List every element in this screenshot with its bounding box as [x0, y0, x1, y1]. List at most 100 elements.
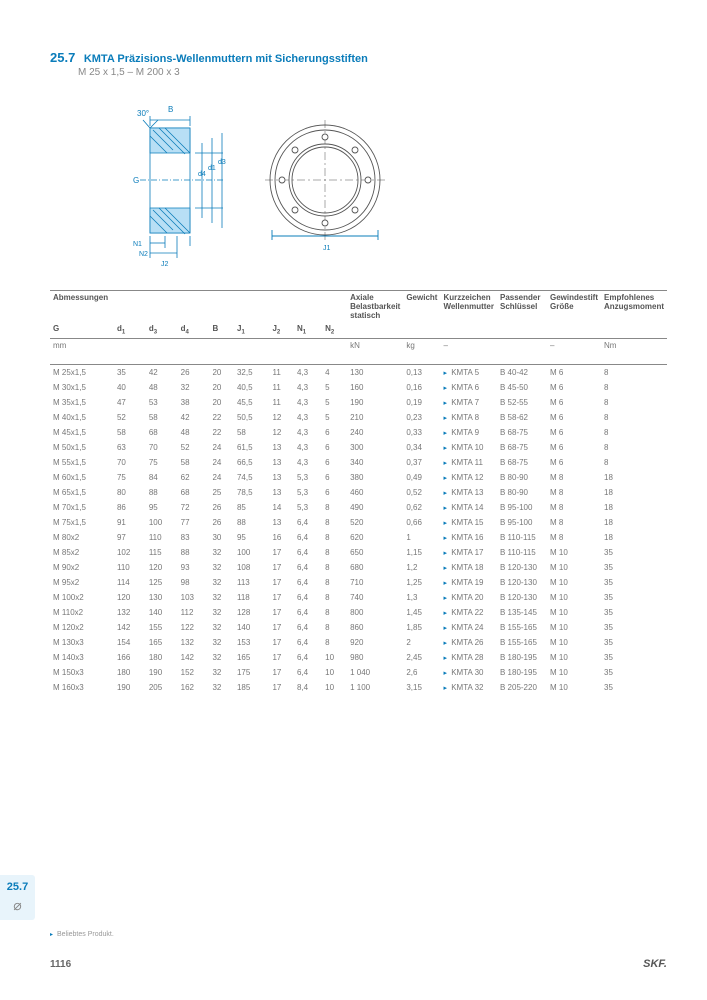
table-cell: M 10 — [547, 605, 601, 620]
table-cell: B 180-195 — [497, 650, 547, 665]
table-cell: 13 — [269, 470, 294, 485]
table-cell: 97 — [114, 530, 146, 545]
arrow-icon: ▸ — [443, 415, 447, 422]
table-cell: M 8 — [547, 515, 601, 530]
diagram-label: G — [133, 176, 139, 185]
table-cell: ▸ KMTA 14 — [440, 500, 497, 515]
diagram-area: 30° B G d4 d1 d3 N1 N2 J2 — [95, 98, 667, 270]
table-cell: 142 — [178, 650, 210, 665]
table-cell: B 40-42 — [497, 364, 547, 380]
arrow-icon: ▸ — [443, 385, 447, 392]
col-header: J1 — [234, 322, 269, 338]
table-cell: ▸ KMTA 15 — [440, 515, 497, 530]
table-cell: 6,4 — [294, 650, 322, 665]
table-cell: 72 — [178, 500, 210, 515]
table-cell: 0,23 — [403, 410, 440, 425]
table-cell: 4,3 — [294, 380, 322, 395]
table-cell: 32,5 — [234, 364, 269, 380]
col-header — [497, 322, 547, 338]
table-cell: 95 — [234, 530, 269, 545]
footer-note-text: Beliebtes Produkt. — [57, 931, 114, 938]
arrow-icon: ▸ — [443, 490, 447, 497]
table-cell: 32 — [209, 620, 234, 635]
arrow-icon: ▸ — [443, 475, 447, 482]
table-cell: 0,52 — [403, 485, 440, 500]
table-cell: 180 — [146, 650, 178, 665]
table-cell: B 45-50 — [497, 380, 547, 395]
table-cell: 17 — [269, 680, 294, 695]
table-cell: 70 — [114, 455, 146, 470]
table-cell: 8 — [322, 500, 347, 515]
table-cell: 93 — [178, 560, 210, 575]
col-header: d3 — [146, 322, 178, 338]
table-cell: 70 — [146, 440, 178, 455]
table-cell: 0,62 — [403, 500, 440, 515]
table-cell: 152 — [178, 665, 210, 680]
table-cell: 162 — [178, 680, 210, 695]
table-cell: B 120-130 — [497, 560, 547, 575]
unit-cell — [178, 338, 210, 364]
table-cell: B 95-100 — [497, 500, 547, 515]
table-cell: 10 — [322, 680, 347, 695]
table-cell: 190 — [347, 395, 403, 410]
table-cell: 5 — [322, 395, 347, 410]
table-cell: M 10 — [547, 650, 601, 665]
table-cell: 35 — [601, 635, 667, 650]
table-cell: 17 — [269, 590, 294, 605]
table-cell: 8 — [322, 575, 347, 590]
table-cell: B 205-220 — [497, 680, 547, 695]
table-cell: 24 — [209, 455, 234, 470]
table-cell: 85 — [234, 500, 269, 515]
table-cell: M 95x2 — [50, 575, 114, 590]
arrow-icon: ▸ — [443, 370, 447, 377]
table-cell: 4,3 — [294, 364, 322, 380]
col-header: B — [209, 322, 234, 338]
table-cell: ▸ KMTA 18 — [440, 560, 497, 575]
table-cell: 1,15 — [403, 545, 440, 560]
table-cell: 0,33 — [403, 425, 440, 440]
unit-cell — [269, 338, 294, 364]
table-cell: 66,5 — [234, 455, 269, 470]
table-cell: M 8 — [547, 530, 601, 545]
arrow-icon: ▸ — [443, 670, 447, 677]
table-cell: ▸ KMTA 16 — [440, 530, 497, 545]
table-cell: 38 — [178, 395, 210, 410]
brand-logo: SKF. — [643, 958, 667, 970]
table-cell: 18 — [601, 485, 667, 500]
table-cell: 32 — [209, 590, 234, 605]
unit-cell — [234, 338, 269, 364]
table-cell: 8 — [322, 545, 347, 560]
table-cell: 6,4 — [294, 515, 322, 530]
table-cell: 95 — [146, 500, 178, 515]
table-cell: 115 — [146, 545, 178, 560]
table-cell: 35 — [601, 575, 667, 590]
table-cell: 78,5 — [234, 485, 269, 500]
table-cell: 125 — [146, 575, 178, 590]
table-cell: B 180-195 — [497, 665, 547, 680]
table-cell: 6 — [322, 455, 347, 470]
table-cell: M 6 — [547, 440, 601, 455]
unit-cell: – — [440, 338, 497, 364]
table-row: M 85x21021158832100176,486501,15▸ KMTA 1… — [50, 545, 667, 560]
table-cell: M 10 — [547, 665, 601, 680]
table-cell: ▸ KMTA 7 — [440, 395, 497, 410]
table-cell: 58 — [178, 455, 210, 470]
table-cell: 8,4 — [294, 680, 322, 695]
table-cell: 17 — [269, 575, 294, 590]
table-cell: 58 — [234, 425, 269, 440]
col-group: Empfohlenes Anzugsmoment — [601, 291, 667, 323]
table-cell: 75 — [114, 470, 146, 485]
table-cell: 6 — [322, 440, 347, 455]
table-cell: 6,4 — [294, 620, 322, 635]
table-cell: 32 — [209, 680, 234, 695]
table-cell: B 80-90 — [497, 470, 547, 485]
table-cell: 110 — [114, 560, 146, 575]
table-cell: 32 — [209, 635, 234, 650]
table-cell: 122 — [178, 620, 210, 635]
table-cell: 98 — [178, 575, 210, 590]
arrow-icon: ▸ — [443, 535, 447, 542]
col-header: d4 — [178, 322, 210, 338]
arrow-icon: ▸ — [443, 460, 447, 467]
arrow-icon: ▸ — [443, 520, 447, 527]
table-cell: 128 — [234, 605, 269, 620]
